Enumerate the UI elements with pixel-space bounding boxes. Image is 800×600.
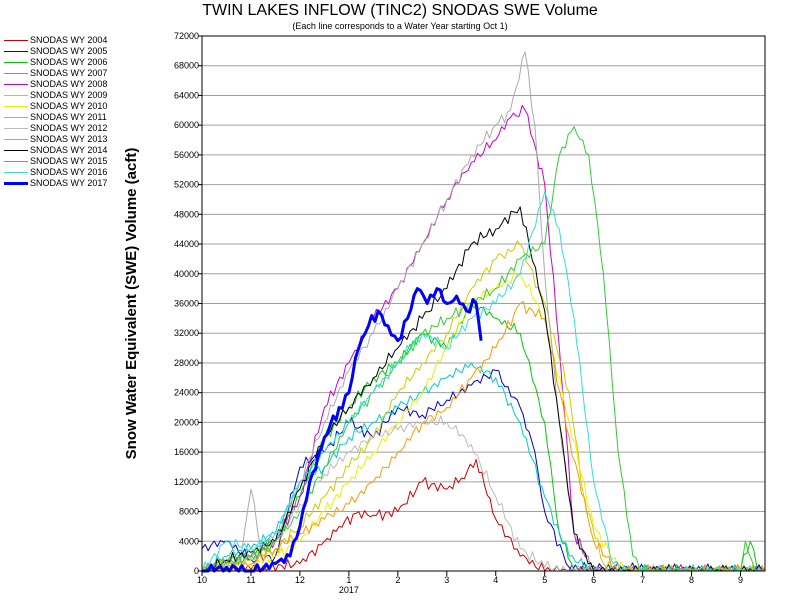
x-tick-label: 11 xyxy=(246,575,255,585)
y-tick-label: 72000 xyxy=(174,31,199,41)
y-tick-label: 28000 xyxy=(174,358,199,368)
legend-label: SNODAS WY 2017 xyxy=(30,178,108,188)
legend-item: SNODAS WY 2011 xyxy=(4,112,107,123)
y-tick-label: 16000 xyxy=(174,447,199,457)
legend-swatch xyxy=(4,161,28,162)
legend-label: SNODAS WY 2011 xyxy=(30,112,107,122)
legend-label: SNODAS WY 2008 xyxy=(30,79,108,89)
legend-item: SNODAS WY 2014 xyxy=(4,145,107,156)
legend-item: SNODAS WY 2004 xyxy=(4,35,107,46)
legend-item: SNODAS WY 2016 xyxy=(4,167,107,178)
y-tick-label: 4000 xyxy=(179,536,199,546)
chart-title: TWIN LAKES INFLOW (TINC2) SNODAS SWE Vol… xyxy=(202,2,598,19)
series-lines xyxy=(201,51,766,573)
legend: SNODAS WY 2004 SNODAS WY 2005 SNODAS WY 20… xyxy=(4,35,107,189)
y-tick-label: 64000 xyxy=(174,90,199,100)
legend-item: SNODAS WY 2017 xyxy=(4,178,107,189)
y-tick-label: 48000 xyxy=(174,209,199,219)
series-line-snodas-wy-2016 xyxy=(201,191,765,572)
series-line-snodas-wy-2013 xyxy=(201,300,766,572)
legend-swatch xyxy=(4,84,28,85)
x-tick-label: 12 xyxy=(295,575,305,585)
legend-label: SNODAS WY 2012 xyxy=(30,123,108,133)
legend-swatch xyxy=(4,172,28,173)
y-tick-label: 44000 xyxy=(174,239,199,249)
series-line-snodas-wy-2008 xyxy=(201,104,766,572)
x-tick-label: 2 xyxy=(395,575,400,585)
x-tick-label: 7 xyxy=(640,575,645,585)
legend-item: SNODAS WY 2010 xyxy=(4,101,107,112)
series-line-snodas-wy-2015 xyxy=(201,126,756,572)
y-tick-label: 36000 xyxy=(174,299,199,309)
legend-swatch xyxy=(4,150,28,151)
legend-swatch xyxy=(4,95,28,96)
legend-swatch xyxy=(4,40,28,41)
series-line-snodas-wy-2007 xyxy=(202,362,765,572)
legend-swatch xyxy=(4,128,28,129)
y-tick-label: 60000 xyxy=(174,120,199,130)
legend-swatch xyxy=(4,139,28,140)
y-tick-label: 20000 xyxy=(174,417,199,427)
y-tick-label: 52000 xyxy=(174,180,199,190)
y-tick-label: 0 xyxy=(194,566,199,576)
y-ticks: 0 4000 8000 12000 16000 20000 24000 28000 32000 3… xyxy=(174,31,202,576)
y-tick-label: 24000 xyxy=(174,388,199,398)
legend-item: SNODAS WY 2012 xyxy=(4,123,107,134)
legend-item: SNODAS WY 2006 xyxy=(4,57,107,68)
legend-swatch xyxy=(4,117,28,118)
legend-swatch xyxy=(4,62,28,63)
legend-label: SNODAS WY 2010 xyxy=(30,101,108,111)
x-tick-label: 10 xyxy=(197,575,207,585)
y-tick-label: 32000 xyxy=(174,328,199,338)
legend-label: SNODAS WY 2016 xyxy=(30,167,108,177)
legend-label: SNODAS WY 2006 xyxy=(30,57,108,67)
legend-swatch xyxy=(4,182,28,185)
legend-item: SNODAS WY 2009 xyxy=(4,90,107,101)
legend-label: SNODAS WY 2004 xyxy=(30,35,108,45)
x-tick-label: 3 xyxy=(444,575,449,585)
x-year-label: 2017 xyxy=(339,585,359,595)
grid xyxy=(202,35,765,572)
x-tick-label: 5 xyxy=(542,575,547,585)
legend-swatch xyxy=(4,51,28,52)
chart-subtitle: (Each line corresponds to a Water Year s… xyxy=(292,21,508,31)
legend-label: SNODAS WY 2007 xyxy=(30,68,108,78)
series-line-snodas-wy-2006 xyxy=(202,301,761,572)
legend-item: SNODAS WY 2005 xyxy=(4,46,107,57)
legend-label: SNODAS WY 2005 xyxy=(30,46,108,56)
y-tick-label: 12000 xyxy=(174,477,199,487)
x-tick-label: 1 xyxy=(346,575,351,585)
legend-swatch xyxy=(4,73,28,74)
series-line-snodas-wy-2017 xyxy=(202,287,483,573)
legend-item: SNODAS WY 2015 xyxy=(4,156,107,167)
x-tick-label: 9 xyxy=(738,575,743,585)
y-tick-label: 8000 xyxy=(179,507,199,517)
y-tick-label: 40000 xyxy=(174,269,199,279)
series-line-snodas-wy-2014 xyxy=(202,206,765,572)
series-line-snodas-wy-2011 xyxy=(202,51,766,572)
legend-label: SNODAS WY 2013 xyxy=(30,134,108,144)
legend-label: SNODAS WY 2015 xyxy=(30,156,108,166)
y-tick-label: 56000 xyxy=(174,150,199,160)
y-tick-label: 68000 xyxy=(174,61,199,71)
x-tick-label: 6 xyxy=(591,575,596,585)
y-axis-label: Snow Water Equivalent (SWE) Volume (acft… xyxy=(123,148,140,460)
legend-item: SNODAS WY 2008 xyxy=(4,79,107,90)
legend-item: SNODAS WY 2013 xyxy=(4,134,107,145)
legend-item: SNODAS WY 2007 xyxy=(4,68,107,79)
legend-label: SNODAS WY 2014 xyxy=(30,145,108,155)
legend-label: SNODAS WY 2009 xyxy=(30,90,108,100)
x-tick-label: 4 xyxy=(493,575,498,585)
x-tick-label: 8 xyxy=(689,575,694,585)
series-line-snodas-wy-2012 xyxy=(201,415,766,572)
legend-swatch xyxy=(4,106,28,107)
series-line-snodas-wy-2010 xyxy=(202,270,765,572)
